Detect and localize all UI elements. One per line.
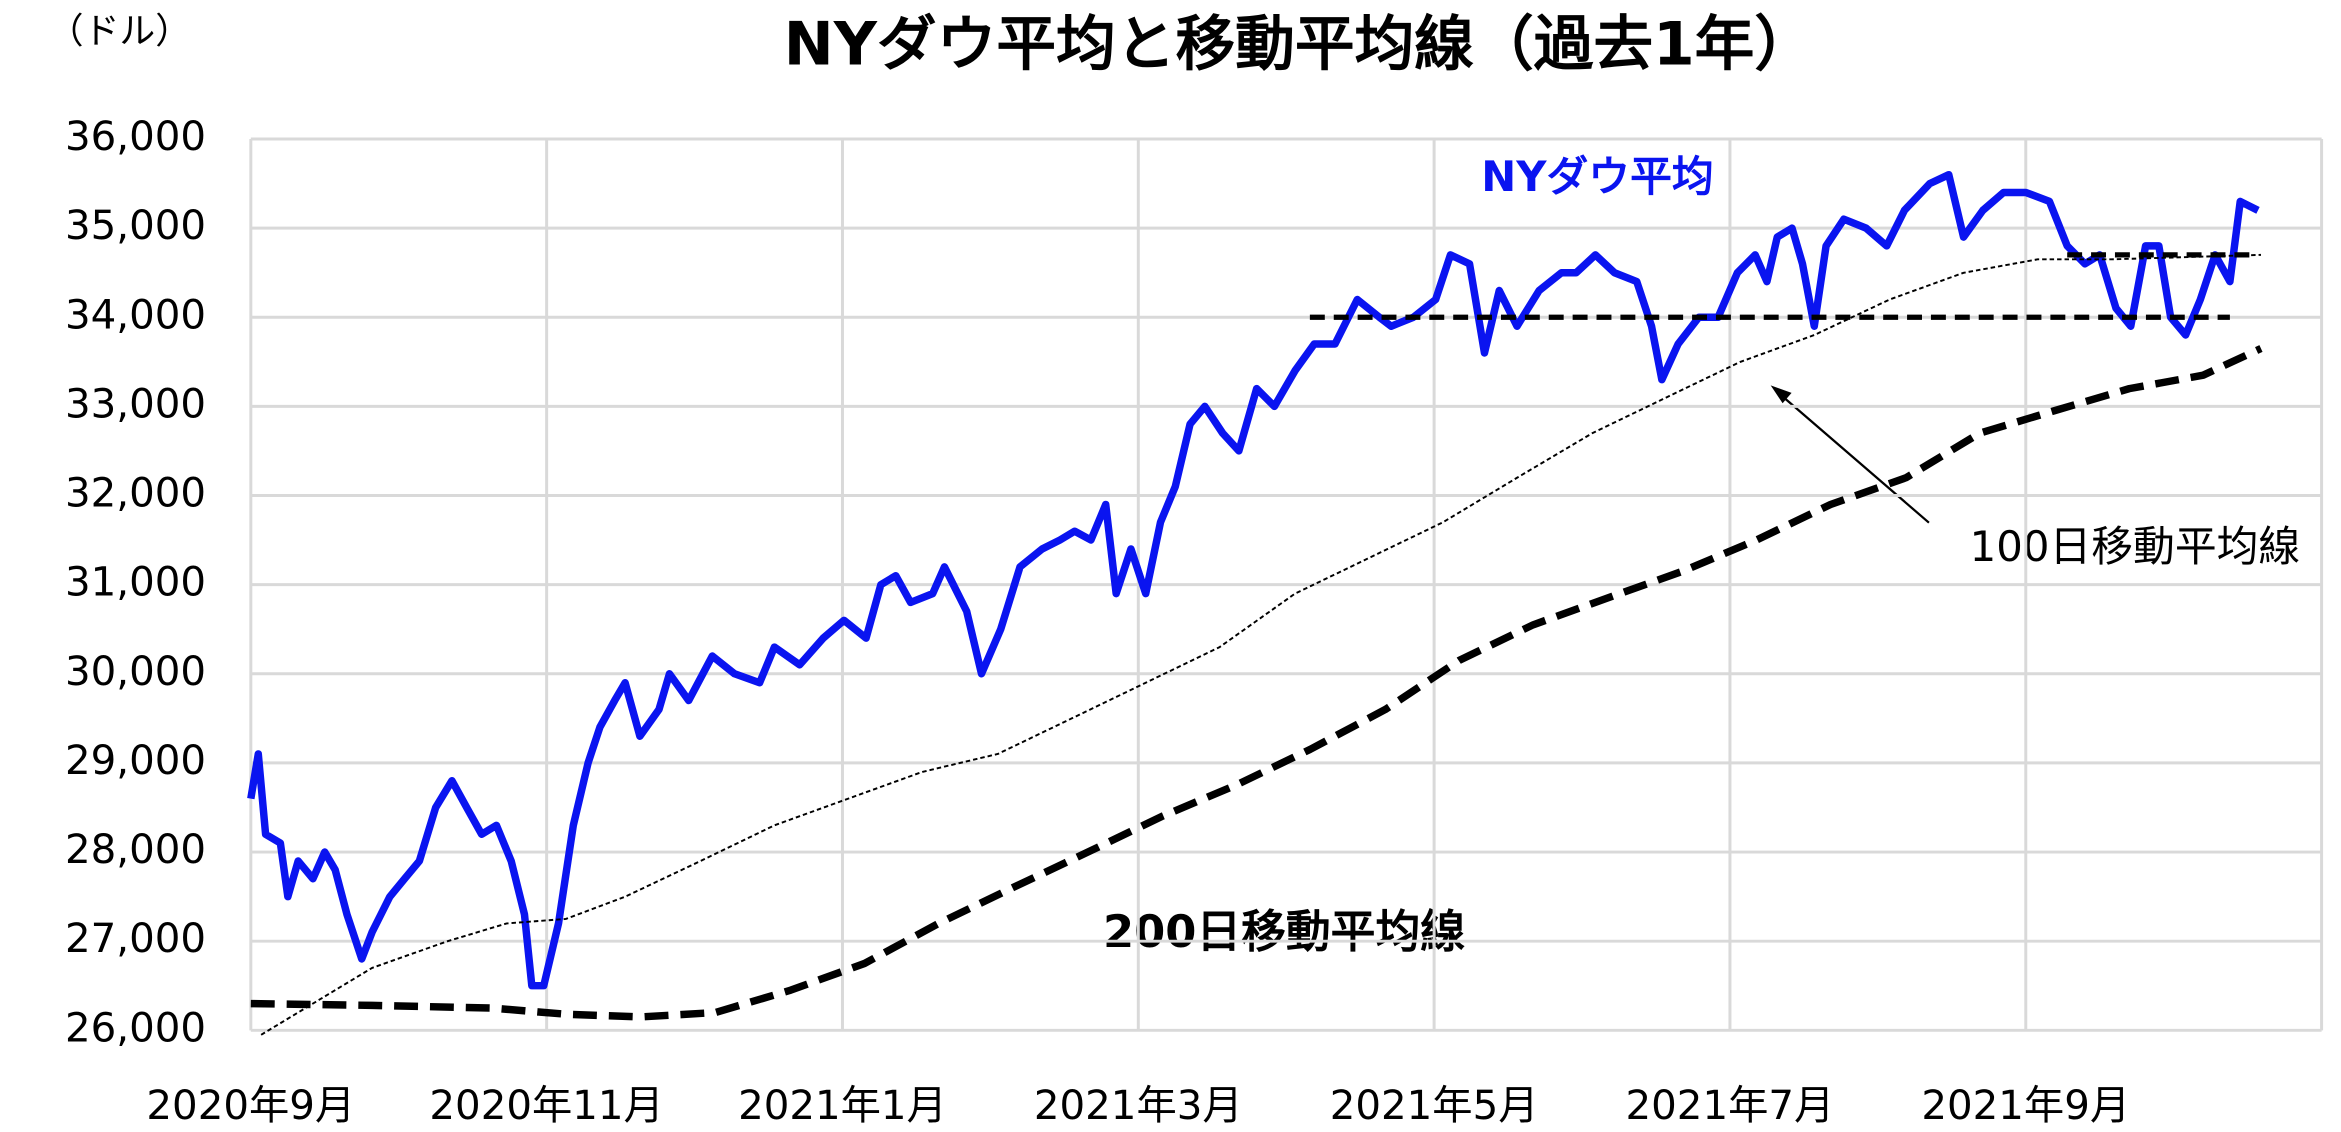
annotation-arrow [1775, 390, 1930, 524]
y-tick-label: 29,000 [65, 737, 206, 784]
arrow-head [1770, 385, 1792, 404]
series-line [250, 345, 2263, 1021]
y-tick-label: 26,000 [65, 1004, 206, 1051]
series-annotation: 200日移動平均線 [1103, 905, 1465, 958]
x-tick-label: 2020年11月 [429, 1082, 663, 1129]
y-tick-label: 36,000 [65, 113, 206, 160]
x-tick-label: 2021年1月 [738, 1082, 947, 1129]
y-tick-label: 33,000 [65, 380, 206, 427]
y-tick-label: 28,000 [65, 826, 206, 873]
y-tick-label: 27,000 [65, 915, 206, 962]
series-annotation: NYダウ平均 [1481, 152, 1713, 201]
y-tick-label: 31,000 [65, 559, 206, 606]
series-annotation: 100日移動平均線 [1970, 522, 2301, 571]
x-tick-label: 2021年7月 [1626, 1082, 1835, 1129]
y-tick-label: 34,000 [65, 291, 206, 338]
x-tick-label: 2021年5月 [1330, 1082, 1539, 1129]
series-line [260, 253, 2262, 1036]
x-tick-label: 2021年9月 [1921, 1082, 2130, 1129]
x-tick-label: 2020年9月 [146, 1082, 355, 1129]
x-tick-label: 2021年3月 [1034, 1082, 1243, 1129]
y-tick-label: 32,000 [65, 470, 206, 517]
y-tick-label: 30,000 [65, 648, 206, 695]
y-axis-label: （ドル） [48, 11, 191, 52]
series-line [247, 170, 2260, 990]
y-tick-label: 35,000 [65, 202, 206, 249]
chart-title: NYダウ平均と移動平均線（過去1年） [784, 11, 1814, 80]
